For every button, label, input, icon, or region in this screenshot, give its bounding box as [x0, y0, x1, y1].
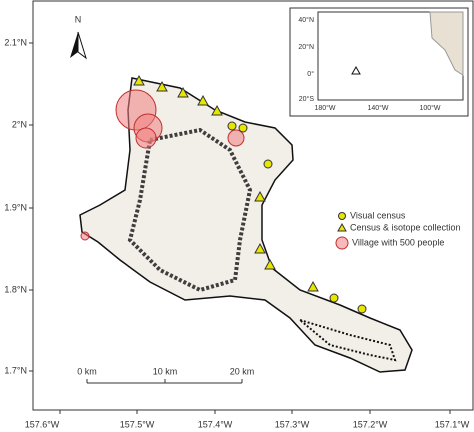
lagoon-features — [127, 127, 253, 293]
inset-lon-label: 140°W — [367, 104, 388, 112]
scale-bar: 0 km 10 km 20 km — [77, 366, 255, 384]
lon-axis: 157.6°W 157.5°W 157.4°W 157.3°W 157.2°W … — [25, 410, 470, 429]
lat-label: 1.9°N — [4, 202, 27, 212]
lat-label: 1.8°N — [4, 284, 27, 294]
legend: Visual census Census & isotope collectio… — [335, 210, 461, 250]
scale-label: 20 km — [230, 366, 255, 376]
lon-label: 157.4°W — [198, 419, 233, 429]
inset-lat-label: 20°S — [299, 95, 315, 103]
north-label: N — [75, 14, 82, 24]
lon-label: 157.6°W — [25, 419, 60, 429]
continent — [429, 11, 464, 76]
inset-lon-label: 180°W — [314, 104, 335, 112]
legend-label: Visual census — [350, 210, 406, 220]
scale-label: 10 km — [153, 366, 178, 376]
lon-label: 157.1°W — [435, 419, 470, 429]
inset-lat-label: 0° — [307, 70, 314, 78]
inset-lon-label: 100°W — [419, 104, 440, 112]
lat-axis: 2.1°N 2°N 1.9°N 1.8°N 1.7°N — [4, 37, 33, 375]
villages — [80, 89, 245, 241]
island — [79, 77, 413, 373]
lat-label: 2.1°N — [4, 37, 27, 47]
lat-label: 2°N — [12, 119, 27, 129]
lagoon-features — [299, 319, 397, 362]
legend-label: Census & isotope collection — [350, 222, 461, 232]
lon-label: 157.5°W — [120, 419, 155, 429]
inset-lat-label: 40°N — [298, 16, 314, 24]
census-sites — [133, 74, 367, 314]
lat-label: 1.7°N — [4, 365, 27, 375]
legend-label: Village with 500 people — [352, 237, 444, 247]
scale-label: 0 km — [77, 366, 97, 376]
inset-map: 40°N 20°N 0° 20°S 180°W 140°W 100°W — [289, 7, 469, 117]
inset-lat-label: 20°N — [298, 43, 314, 51]
north-arrow: N — [70, 14, 87, 60]
lon-label: 157.2°W — [353, 419, 388, 429]
lon-label: 157.3°W — [275, 419, 310, 429]
